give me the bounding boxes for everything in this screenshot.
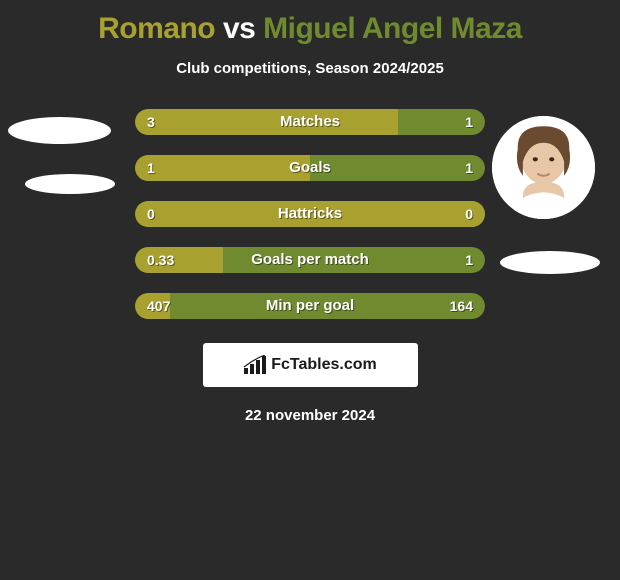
chart-icon — [243, 355, 267, 375]
branding-badge: FcTables.com — [203, 343, 418, 387]
stat-value-right: 0 — [465, 201, 473, 227]
stat-value-right: 1 — [465, 109, 473, 135]
date-text: 22 november 2024 — [0, 407, 620, 424]
stat-value-right: 1 — [465, 247, 473, 273]
page-title: Romano vs Miguel Angel Maza — [0, 0, 620, 46]
stat-label: Min per goal — [135, 293, 485, 319]
player1-shadow — [25, 174, 115, 194]
stat-value-right: 1 — [465, 155, 473, 181]
stat-row: 0.33Goals per match1 — [135, 247, 485, 273]
stat-row: 1Goals1 — [135, 155, 485, 181]
player1-avatar — [8, 117, 111, 144]
comparison-section: 3Matches11Goals10Hattricks00.33Goals per… — [0, 109, 620, 319]
stat-row: 3Matches1 — [135, 109, 485, 135]
stat-label: Hattricks — [135, 201, 485, 227]
player1-name: Romano — [98, 12, 215, 45]
stat-row: 0Hattricks0 — [135, 201, 485, 227]
player2-avatar — [492, 116, 595, 219]
stat-label: Matches — [135, 109, 485, 135]
player2-name: Miguel Angel Maza — [263, 12, 522, 45]
branding-text: FcTables.com — [271, 356, 377, 374]
player2-shadow — [500, 251, 600, 274]
stat-value-right: 164 — [450, 293, 473, 319]
stat-row: 407Min per goal164 — [135, 293, 485, 319]
subtitle: Club competitions, Season 2024/2025 — [0, 60, 620, 77]
stat-label: Goals per match — [135, 247, 485, 273]
vs-text: vs — [223, 12, 255, 45]
player2-photo — [492, 116, 595, 219]
stat-label: Goals — [135, 155, 485, 181]
stat-bars: 3Matches11Goals10Hattricks00.33Goals per… — [135, 109, 485, 319]
